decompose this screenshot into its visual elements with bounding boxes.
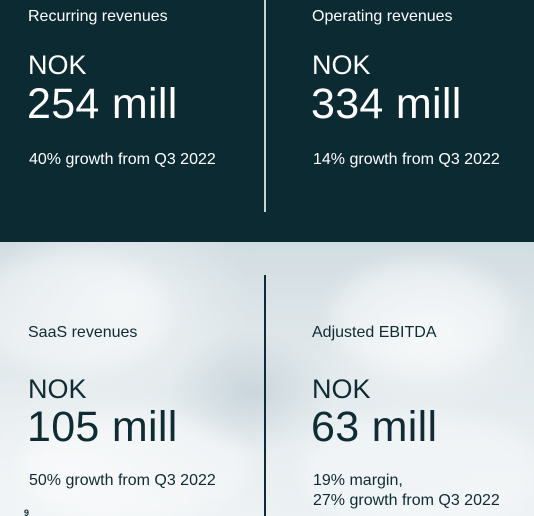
- recurring-revenues-growth: 40% growth from Q3 2022: [29, 151, 216, 168]
- saas-revenues-growth: 50% growth from Q3 2022: [29, 472, 216, 489]
- adjusted-ebitda-label: Adjusted EBITDA: [312, 324, 437, 341]
- operating-revenues-growth: 14% growth from Q3 2022: [313, 151, 500, 168]
- operating-revenues-currency: NOK: [312, 50, 371, 80]
- adjusted-ebitda-value: 63 mill: [311, 403, 438, 451]
- recurring-revenues-label: Recurring revenues: [28, 8, 168, 25]
- cloud-texture: [0, 252, 170, 372]
- saas-revenues-value: 105 mill: [27, 403, 178, 451]
- adjusted-ebitda-margin: 19% margin,: [313, 472, 403, 489]
- top-divider: [264, 0, 266, 212]
- saas-revenues-currency: NOK: [28, 374, 87, 404]
- saas-revenues-label: SaaS revenues: [28, 324, 138, 341]
- operating-revenues-label: Operating revenues: [312, 8, 453, 25]
- recurring-revenues-currency: NOK: [28, 50, 87, 80]
- cloud-texture: [20, 412, 250, 516]
- page-number: 9: [24, 508, 30, 516]
- adjusted-ebitda-growth: 27% growth from Q3 2022: [313, 492, 500, 509]
- top-panel: Recurring revenues NOK 254 mill 40% grow…: [0, 0, 534, 242]
- recurring-revenues-value: 254 mill: [27, 80, 178, 128]
- bottom-divider: [264, 275, 266, 516]
- operating-revenues-value: 334 mill: [311, 80, 462, 128]
- adjusted-ebitda-currency: NOK: [312, 374, 371, 404]
- cloud-texture: [300, 412, 534, 516]
- bottom-panel: SaaS revenues NOK 105 mill 50% growth fr…: [0, 242, 534, 516]
- cloud-texture: [330, 262, 510, 372]
